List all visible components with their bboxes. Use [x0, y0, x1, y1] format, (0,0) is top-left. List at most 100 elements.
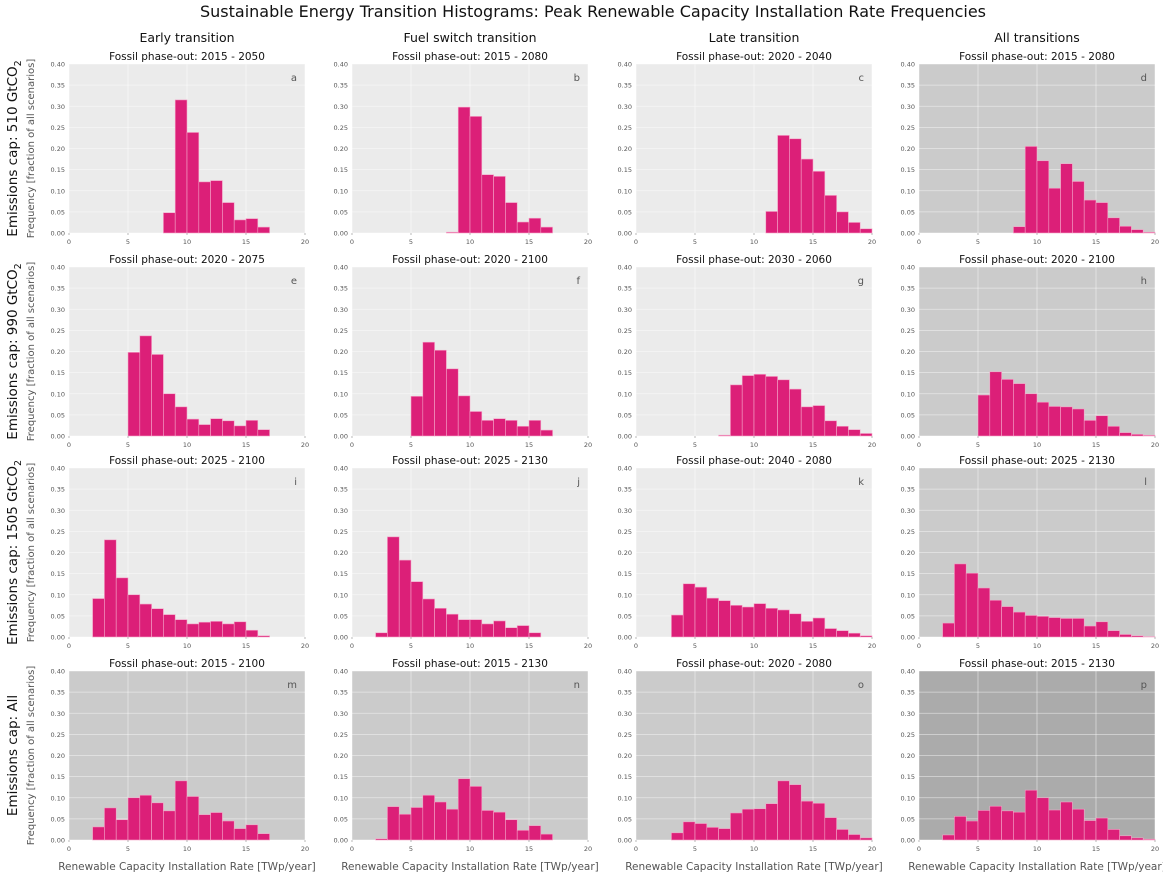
y-tick-label: 0.40 [334, 465, 348, 473]
histogram-bar [1048, 187, 1061, 234]
y-tick-label: 0.20 [334, 145, 348, 153]
x-tick-label: 10 [750, 845, 758, 853]
histogram-bar [1036, 615, 1050, 638]
histogram-bar [481, 623, 494, 638]
histogram-bar [151, 802, 164, 841]
x-tick-label: 20 [301, 238, 309, 246]
histogram-bar [222, 820, 235, 841]
x-tick-label: 20 [301, 642, 309, 650]
histogram-bar [198, 181, 211, 234]
x-axis-label: Renewable Capacity Installation Rate [TW… [908, 861, 1163, 873]
histogram-bar [186, 132, 200, 234]
x-tick-label: 10 [1033, 642, 1041, 650]
y-tick-label: 0.05 [51, 208, 65, 216]
y-tick-label: 0.35 [51, 689, 65, 697]
y-tick-label: 0.10 [618, 187, 632, 195]
y-tick-label: 0.10 [334, 187, 348, 195]
histogram-bar [233, 828, 247, 841]
histogram-bar [151, 608, 164, 638]
histogram-bar [836, 211, 849, 234]
histogram-bar [434, 607, 447, 638]
histogram-bar [977, 810, 991, 841]
histogram-bar [694, 586, 708, 638]
panel-subtitle: Fossil phase-out: 2015 - 2130 [959, 658, 1115, 670]
x-tick-label: 0 [67, 845, 71, 853]
x-tick-label: 10 [466, 845, 474, 853]
histogram-bar [682, 583, 696, 638]
histogram-bar [777, 379, 790, 437]
histogram-bar [789, 784, 802, 841]
x-tick-label: 15 [525, 642, 533, 650]
histogram-bar [1013, 611, 1026, 638]
histogram-bar [777, 135, 790, 234]
x-tick-label: 0 [350, 238, 354, 246]
x-tick-label: 0 [67, 441, 71, 449]
panel-i: 0 5 10 15 20 0.00 0.05 0.10 0.15 0.20 0.25 0.30 0.35… [51, 455, 310, 650]
y-tick-label: 0.35 [334, 486, 348, 494]
histogram-bar [848, 222, 861, 234]
histogram-bar [848, 834, 861, 841]
y-tick-label: 0.40 [618, 61, 632, 69]
panel-subtitle: Fossil phase-out: 2020 - 2080 [676, 658, 832, 670]
y-tick-label: 0.35 [901, 689, 915, 697]
histogram-bar [753, 808, 767, 841]
x-tick-label: 10 [183, 642, 191, 650]
y-tick-label: 0.00 [51, 837, 65, 845]
y-axis-label: Frequency [fraction of all scenarios] [26, 666, 37, 846]
histogram-bar [434, 349, 447, 437]
histogram-bar [457, 395, 471, 437]
x-tick-label: 20 [868, 441, 876, 449]
histogram-bar [765, 803, 778, 841]
y-tick-label: 0.20 [901, 549, 915, 557]
x-tick-label: 15 [809, 441, 817, 449]
column-title: Early transition [139, 30, 234, 45]
y-tick-label: 0.10 [51, 187, 65, 195]
x-tick-label: 20 [584, 845, 592, 853]
histogram-bar [777, 609, 790, 638]
histogram-bar [1060, 163, 1073, 234]
panel-subtitle: Fossil phase-out: 2020 - 2040 [676, 51, 832, 63]
panel-subtitle: Fossil phase-out: 2020 - 2100 [959, 254, 1115, 266]
panel-n: 0 5 10 15 20 0.00 0.05 0.10 0.15 0.20 0.25 0.30 0.35… [334, 658, 593, 853]
panel-letter: h [1141, 276, 1147, 287]
histogram-bar [1060, 618, 1073, 638]
y-tick-label: 0.15 [334, 166, 348, 174]
histogram-bar [540, 429, 553, 437]
y-tick-label: 0.05 [901, 208, 915, 216]
histogram-bar [836, 630, 849, 638]
histogram-bar [1024, 615, 1038, 638]
y-tick-label: 0.05 [334, 612, 348, 620]
x-tick-label: 10 [183, 845, 191, 853]
y-tick-label: 0.40 [901, 264, 915, 272]
y-tick-label: 0.25 [334, 731, 348, 739]
panel-subtitle: Fossil phase-out: 2040 - 2080 [676, 455, 832, 467]
y-tick-label: 0.25 [901, 528, 915, 536]
x-tick-label: 15 [809, 238, 817, 246]
histogram-bar [198, 814, 211, 841]
y-tick-label: 0.05 [334, 815, 348, 823]
x-tick-label: 15 [242, 441, 250, 449]
y-tick-label: 0.20 [51, 752, 65, 760]
y-tick-label: 0.30 [334, 507, 348, 515]
y-tick-label: 0.05 [618, 208, 632, 216]
histogram-bar [174, 780, 188, 841]
x-tick-label: 5 [409, 642, 413, 650]
panel-b: 0 5 10 15 20 0.00 0.05 0.10 0.15 0.20 0.25 0.30 0.35… [334, 51, 593, 246]
y-tick-label: 0.15 [618, 570, 632, 578]
y-tick-label: 0.25 [51, 124, 65, 132]
histogram-bar [989, 371, 1002, 437]
y-tick-label: 0.25 [51, 327, 65, 335]
y-tick-label: 0.00 [901, 634, 915, 642]
histogram-bar [1048, 809, 1061, 841]
histogram-bar [198, 424, 211, 437]
y-tick-label: 0.20 [618, 549, 632, 557]
y-tick-label: 0.30 [618, 306, 632, 314]
histogram-bar [92, 826, 105, 841]
histogram-bar [800, 158, 814, 234]
x-tick-label: 0 [67, 642, 71, 650]
y-tick-label: 0.30 [51, 306, 65, 314]
histogram-bar [516, 425, 530, 437]
histogram-bar [493, 418, 506, 437]
x-tick-label: 5 [126, 441, 130, 449]
histogram-bar [210, 418, 223, 437]
